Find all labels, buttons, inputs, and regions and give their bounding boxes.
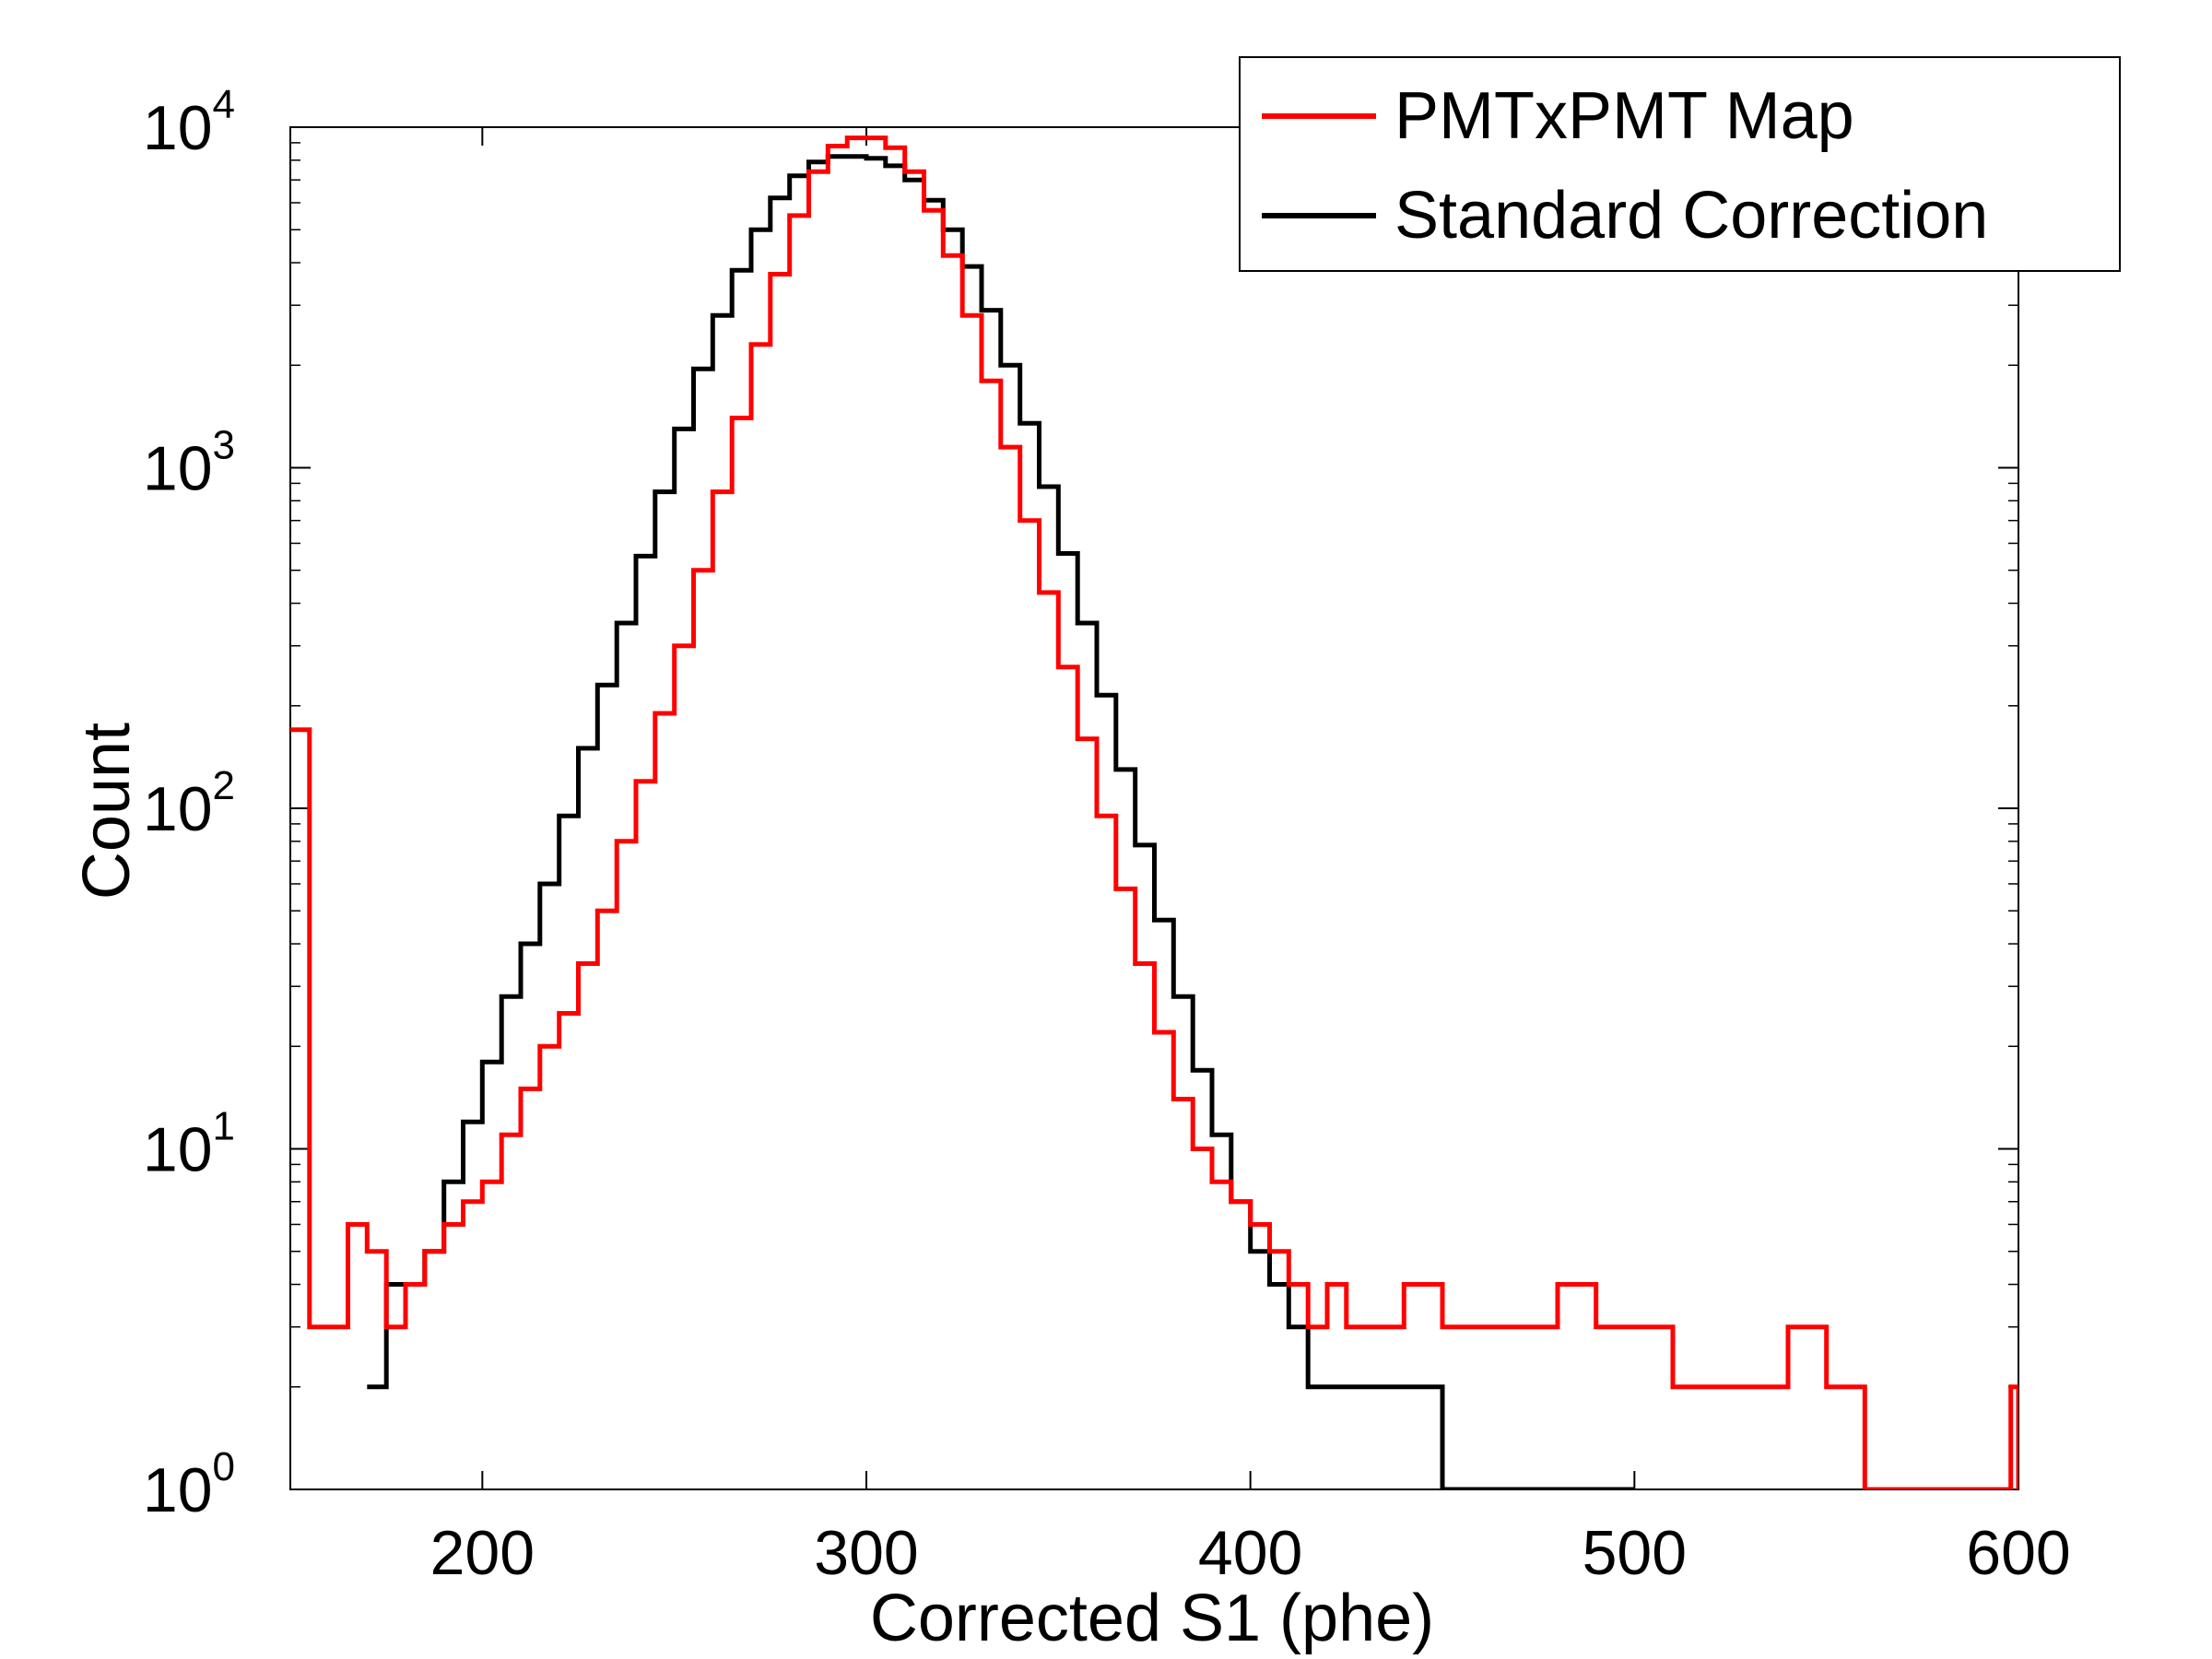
x-axis-label: Corrected S1 (phe)	[870, 1582, 1434, 1655]
x-tick-label: 600	[1966, 1518, 2070, 1588]
y-tick-base: 10	[143, 1455, 213, 1525]
series-layer	[290, 135, 2018, 1489]
y-tick-base: 10	[143, 774, 213, 844]
y-tick-base: 10	[143, 1115, 213, 1185]
y-tick-label: 100	[143, 1444, 235, 1525]
legend: PMTxPMT Map Standard Correction	[1239, 56, 2121, 272]
y-tick-exponent: 4	[213, 82, 235, 127]
y-tick-exponent: 0	[213, 1444, 235, 1489]
y-axis-label: Count	[70, 723, 144, 900]
y-tick-base: 10	[143, 434, 213, 504]
y-tick-base: 10	[143, 93, 213, 163]
y-tick-exponent: 1	[213, 1104, 235, 1149]
legend-label: Standard Correction	[1394, 179, 1988, 253]
x-tick-label: 300	[814, 1518, 918, 1588]
y-tick-label: 101	[143, 1104, 235, 1185]
y-tick-label: 103	[143, 423, 235, 504]
legend-label: PMTxPMT Map	[1394, 79, 1854, 153]
y-tick-exponent: 3	[213, 423, 235, 468]
series-line-pmtxpmt-map	[290, 135, 2018, 1489]
y-tick-label: 104	[143, 82, 235, 163]
legend-box	[1239, 56, 2121, 272]
x-tick-label: 500	[1583, 1518, 1687, 1588]
y-tick-label: 102	[143, 763, 235, 844]
x-tick-label: 200	[430, 1518, 535, 1588]
x-axis: 200 300 400 500 600	[430, 127, 2071, 1588]
y-tick-exponent: 2	[213, 763, 235, 808]
series-line-standard-correction	[367, 154, 1635, 1489]
x-tick-label: 400	[1198, 1518, 1302, 1588]
